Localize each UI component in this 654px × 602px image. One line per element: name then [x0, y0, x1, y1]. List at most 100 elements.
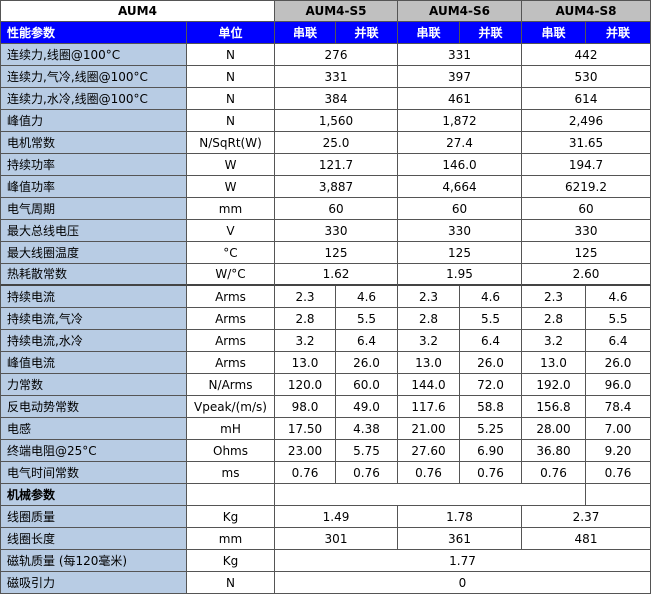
value-cell: 2.3 — [398, 286, 460, 308]
value-cell: 1.95 — [398, 264, 522, 286]
value-cell: 461 — [398, 88, 522, 110]
value-cell: 2.60 — [522, 264, 651, 286]
row-label: 持续电流,气冷 — [0, 308, 187, 330]
row-label: 峰值力 — [0, 110, 187, 132]
value-cell: 60.0 — [336, 374, 398, 396]
value-cell: 6.4 — [336, 330, 398, 352]
value-cell: 60 — [275, 198, 398, 220]
row-unit: Arms — [187, 330, 275, 352]
value-cell: 330 — [398, 220, 522, 242]
header-series: 串联 — [522, 22, 586, 44]
value-cell: 1,560 — [275, 110, 398, 132]
value-cell: 4.6 — [460, 286, 522, 308]
row-label: 终端电阻@25°C — [0, 440, 187, 462]
value-cell: 125 — [398, 242, 522, 264]
header-parallel: 并联 — [460, 22, 522, 44]
row-unit: Arms — [187, 308, 275, 330]
row-label: 持续电流,水冷 — [0, 330, 187, 352]
value-cell: 361 — [398, 528, 522, 550]
row-label: 连续力,水冷,线圈@100°C — [0, 88, 187, 110]
value-cell: 60 — [522, 198, 651, 220]
value-cell: 125 — [522, 242, 651, 264]
value-cell: 0.76 — [586, 462, 651, 484]
row-unit: mH — [187, 418, 275, 440]
value-cell: 2.8 — [522, 308, 586, 330]
row-label: 电气周期 — [0, 198, 187, 220]
value-cell: 2.3 — [522, 286, 586, 308]
value-cell: 9.20 — [586, 440, 651, 462]
row-unit: °C — [187, 242, 275, 264]
value-cell: 3.2 — [522, 330, 586, 352]
row-unit: V — [187, 220, 275, 242]
row-label: 峰值电流 — [0, 352, 187, 374]
row-unit: N — [187, 88, 275, 110]
value-cell: 1,872 — [398, 110, 522, 132]
value-cell: 276 — [275, 44, 398, 66]
value-cell: 36.80 — [522, 440, 586, 462]
value-cell: 23.00 — [275, 440, 336, 462]
header-series: 串联 — [398, 22, 460, 44]
value-cell: 194.7 — [522, 154, 651, 176]
value-cell: 5.75 — [336, 440, 398, 462]
value-cell: 28.00 — [522, 418, 586, 440]
value-cell: 481 — [522, 528, 651, 550]
value-cell: 26.0 — [460, 352, 522, 374]
value-cell: 1.78 — [398, 506, 522, 528]
value-cell: 26.0 — [336, 352, 398, 374]
value-cell: 0.76 — [336, 462, 398, 484]
value-cell: 301 — [275, 528, 398, 550]
value-cell: 13.0 — [398, 352, 460, 374]
row-unit: Kg — [187, 550, 275, 572]
header-series: 串联 — [275, 22, 336, 44]
row-unit: mm — [187, 528, 275, 550]
value-cell: 397 — [398, 66, 522, 88]
row-unit: Vpeak/(m/s) — [187, 396, 275, 418]
value-cell: 0.76 — [398, 462, 460, 484]
row-label: 反电动势常数 — [0, 396, 187, 418]
value-cell: 5.5 — [336, 308, 398, 330]
value-cell: 13.0 — [275, 352, 336, 374]
row-unit: Arms — [187, 286, 275, 308]
row-unit: N/Arms — [187, 374, 275, 396]
value-cell: 1.49 — [275, 506, 398, 528]
value-cell: 4.38 — [336, 418, 398, 440]
value-cell: 331 — [275, 66, 398, 88]
value-cell: 0.76 — [522, 462, 586, 484]
value-cell: 27.4 — [398, 132, 522, 154]
value-cell: 21.00 — [398, 418, 460, 440]
value-cell: 120.0 — [275, 374, 336, 396]
row-unit: Ohms — [187, 440, 275, 462]
value-cell: 144.0 — [398, 374, 460, 396]
row-label: 线圈质量 — [0, 506, 187, 528]
empty-cell — [275, 484, 586, 506]
value-cell: 614 — [522, 88, 651, 110]
value-cell: 26.0 — [586, 352, 651, 374]
value-cell: 2,496 — [522, 110, 651, 132]
row-label: 连续力,气冷,线圈@100°C — [0, 66, 187, 88]
value-cell: 17.50 — [275, 418, 336, 440]
row-unit — [187, 484, 275, 506]
header-unit: 单位 — [187, 22, 275, 44]
empty-cell — [586, 484, 651, 506]
value-cell: 2.8 — [275, 308, 336, 330]
row-label: 力常数 — [0, 374, 187, 396]
row-unit: Arms — [187, 352, 275, 374]
value-cell: 25.0 — [275, 132, 398, 154]
value-cell: 2.8 — [398, 308, 460, 330]
value-cell: 331 — [398, 44, 522, 66]
row-unit: N/SqRt(W) — [187, 132, 275, 154]
model-header: AUM4-S6 — [398, 0, 522, 22]
row-unit: ms — [187, 462, 275, 484]
row-label: 连续力,线圈@100°C — [0, 44, 187, 66]
row-label: 持续功率 — [0, 154, 187, 176]
value-cell: 1.77 — [275, 550, 651, 572]
value-cell: 330 — [275, 220, 398, 242]
value-cell: 58.8 — [460, 396, 522, 418]
table-title: AUM4 — [0, 0, 275, 22]
value-cell: 49.0 — [336, 396, 398, 418]
row-label: 峰值功率 — [0, 176, 187, 198]
value-cell: 98.0 — [275, 396, 336, 418]
value-cell: 6.90 — [460, 440, 522, 462]
value-cell: 146.0 — [398, 154, 522, 176]
